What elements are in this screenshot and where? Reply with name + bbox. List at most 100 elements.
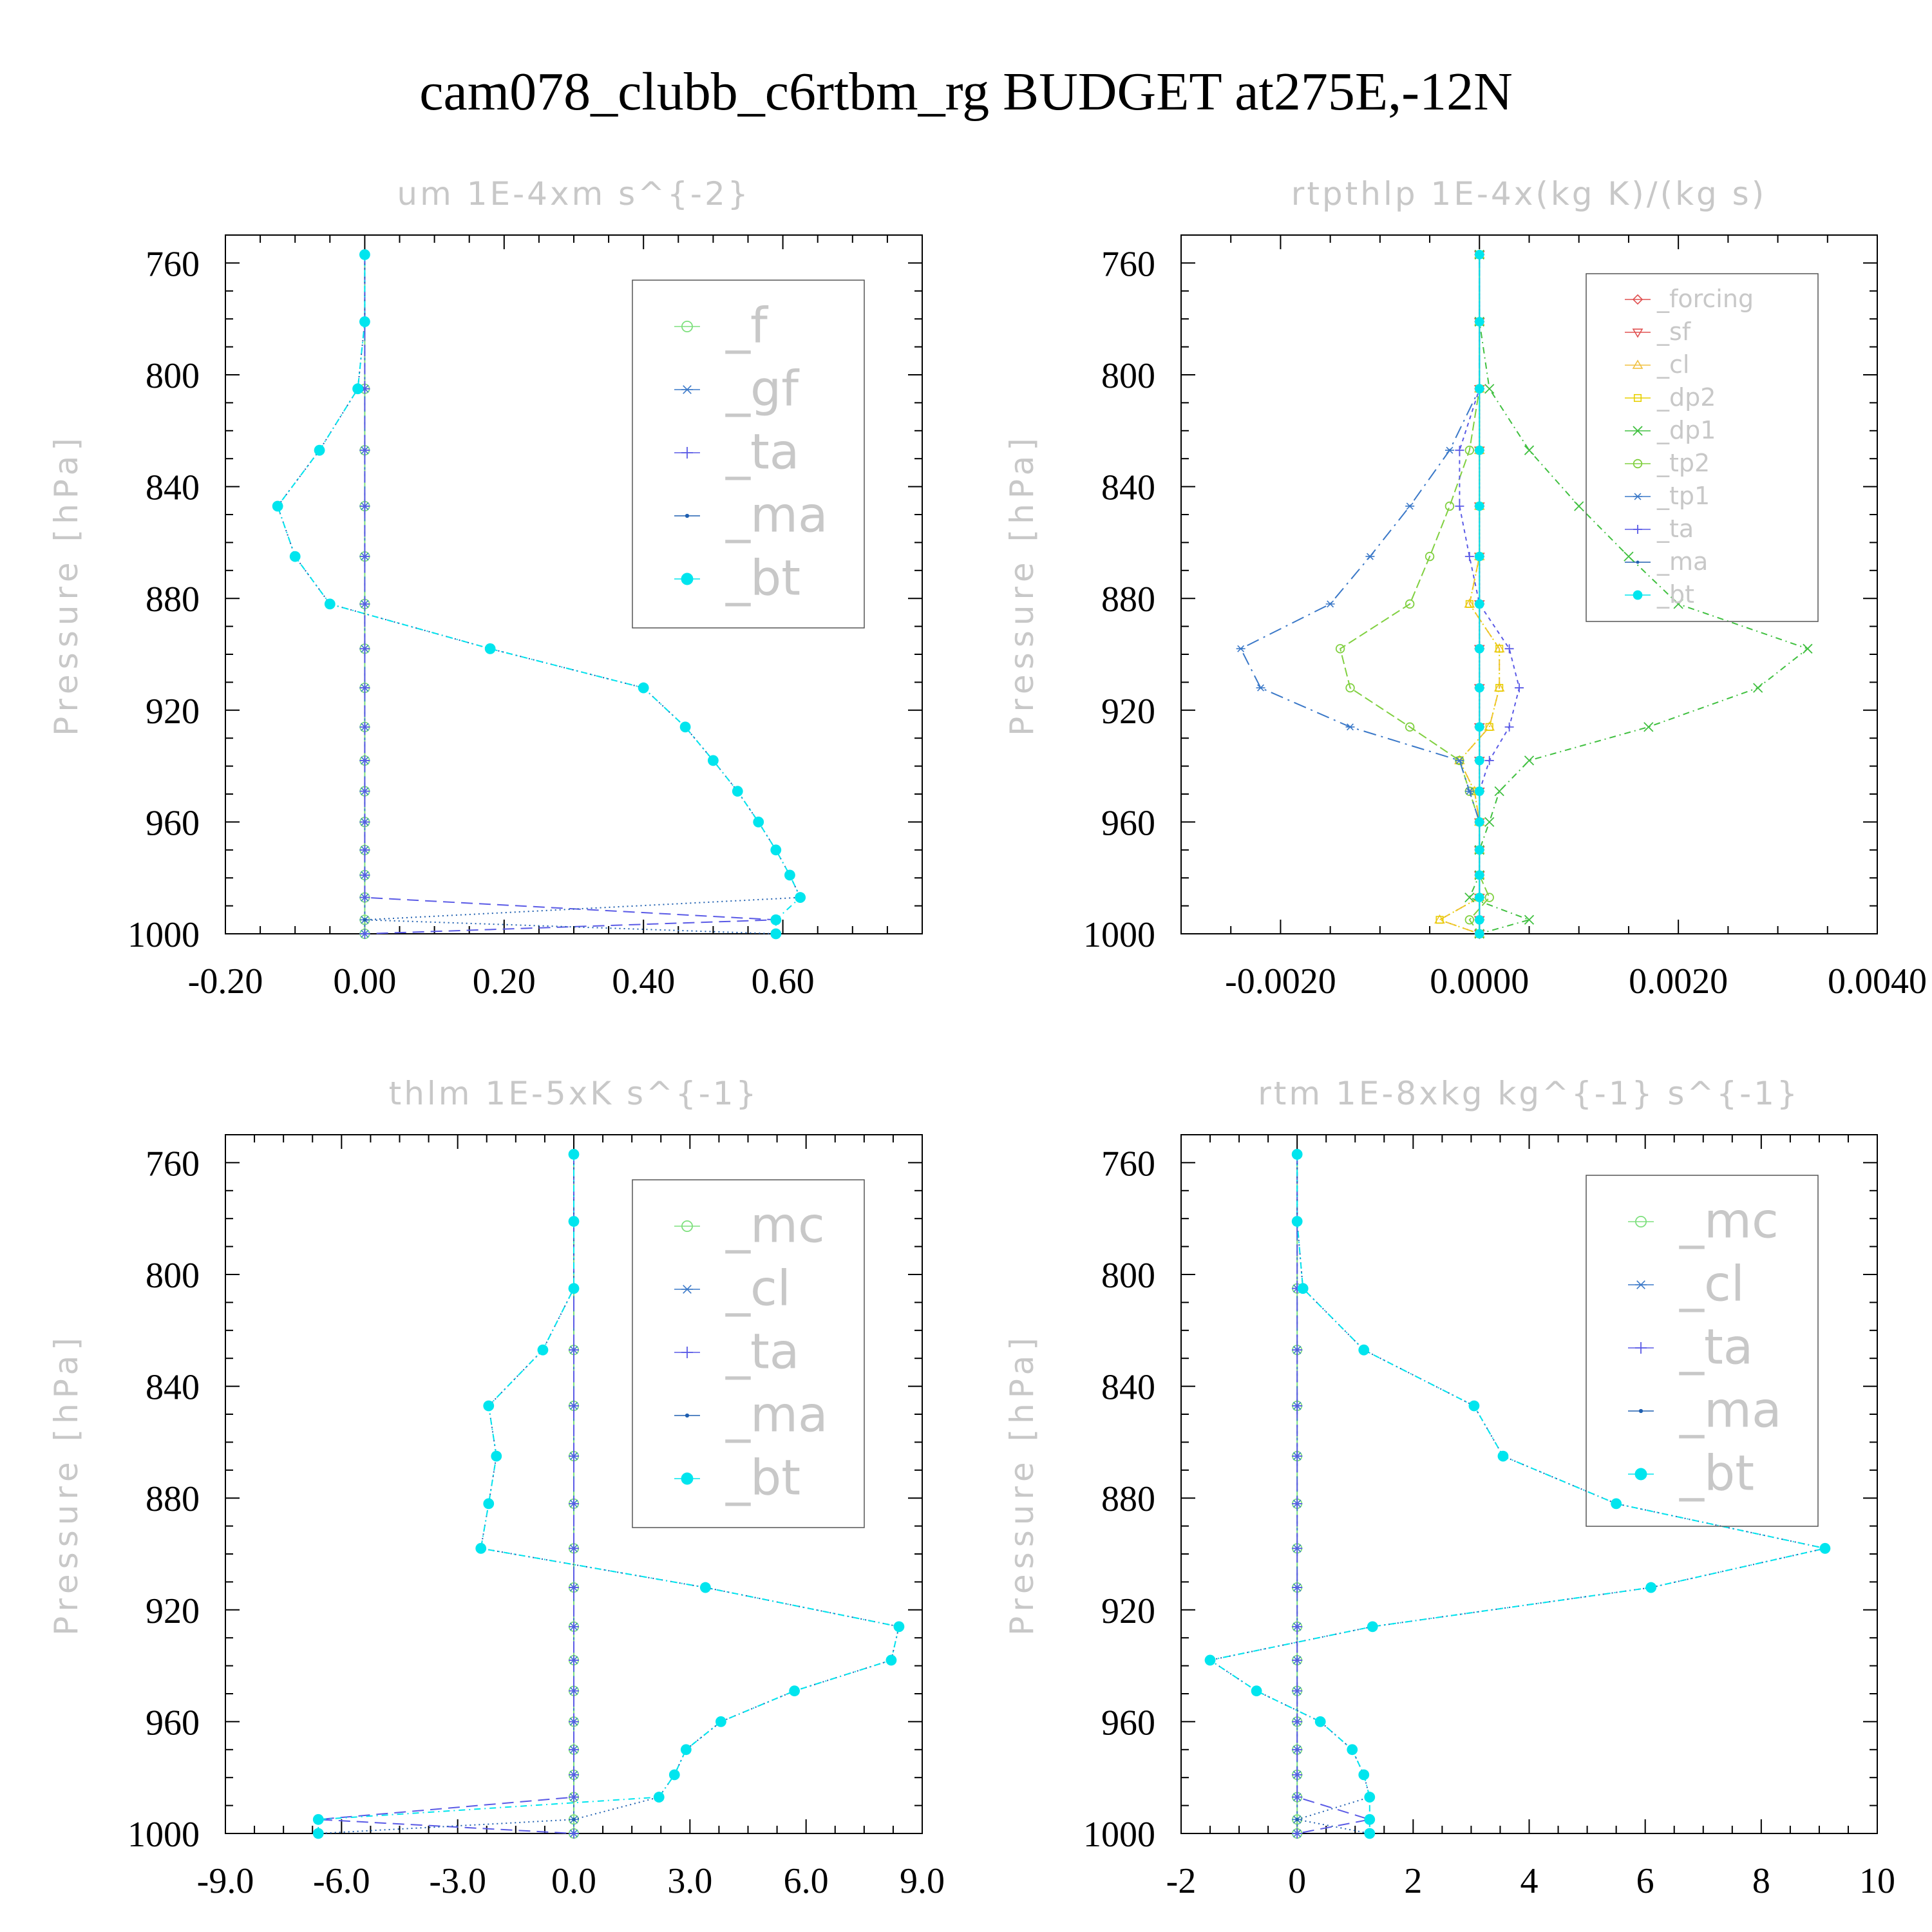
- series-line: [1459, 254, 1520, 934]
- y-tick-label: 1000: [128, 1815, 200, 1855]
- legend-label: _sf: [1656, 317, 1692, 346]
- data-point: [1485, 723, 1493, 731]
- x-tick-label: 0.40: [612, 961, 675, 1001]
- data-point: [753, 817, 764, 828]
- data-point: [668, 1769, 680, 1781]
- legend-marker: [681, 1220, 694, 1233]
- data-point: [312, 1828, 324, 1839]
- y-tick-label: 800: [146, 1256, 200, 1296]
- data-point: [886, 1654, 897, 1666]
- data-point: [1292, 1769, 1303, 1780]
- x-tick-label: 0.0000: [1430, 961, 1529, 1001]
- data-point: [1204, 1654, 1216, 1666]
- data-point: [314, 444, 325, 456]
- data-point: [359, 721, 370, 732]
- x-tick-label: 0.0: [551, 1861, 596, 1901]
- data-point: [1425, 551, 1435, 562]
- legend-marker: [1633, 493, 1642, 500]
- data-point: [569, 1654, 579, 1665]
- data-point: [569, 1451, 579, 1462]
- data-point: [289, 551, 301, 562]
- legend-label: _ta: [1656, 515, 1694, 543]
- data-point: [1819, 1542, 1831, 1554]
- data-point: [484, 643, 496, 654]
- data-point: [324, 598, 336, 610]
- legend-label: _cl: [1656, 350, 1689, 379]
- legend-marker: [681, 1347, 693, 1358]
- data-point: [1292, 1792, 1303, 1803]
- legend-label: _ma: [725, 486, 828, 543]
- x-tick-label: -9.0: [197, 1861, 254, 1901]
- data-point: [569, 1744, 579, 1755]
- data-point: [770, 844, 782, 856]
- data-point: [1292, 1744, 1303, 1755]
- data-point: [1495, 684, 1504, 692]
- x-tick-label: 0.20: [473, 961, 536, 1001]
- data-point: [1484, 893, 1494, 902]
- legend-marker: [1636, 560, 1640, 564]
- data-point: [359, 500, 370, 511]
- data-point: [1292, 1543, 1303, 1554]
- legend-label: _tp2: [1656, 449, 1710, 477]
- data-point: [1365, 553, 1375, 560]
- data-point: [1464, 788, 1474, 795]
- data-point: [1484, 384, 1495, 394]
- data-point: [1474, 870, 1484, 880]
- legend-label: _tp1: [1656, 482, 1710, 510]
- legend-label: _ma: [1656, 547, 1708, 576]
- legend-label: _bt: [1679, 1444, 1754, 1501]
- legend-marker: [1633, 590, 1643, 600]
- data-point: [1236, 645, 1245, 652]
- data-point: [1292, 1451, 1303, 1462]
- data-point: [359, 551, 370, 562]
- x-tick-label: 2: [1404, 1861, 1422, 1901]
- y-tick-label: 800: [146, 356, 200, 396]
- data-point: [679, 721, 691, 733]
- data-point: [680, 1744, 692, 1756]
- data-point: [352, 383, 363, 395]
- panel-title: um 1E-4xm s^{-2}: [397, 175, 750, 213]
- legend-marker: [1633, 426, 1643, 436]
- y-tick-label: 880: [1101, 580, 1155, 620]
- data-point: [1455, 446, 1464, 455]
- data-point: [272, 500, 283, 512]
- y-axis-label: Pressure [hPa]: [1003, 433, 1041, 736]
- data-point: [770, 928, 782, 940]
- data-point: [359, 316, 370, 327]
- data-point: [1325, 600, 1335, 608]
- data-point: [1484, 755, 1494, 765]
- data-point: [1645, 1582, 1657, 1593]
- y-tick-label: 960: [1101, 1703, 1155, 1743]
- series-line: [317, 1154, 900, 1833]
- y-tick-label: 840: [1101, 1368, 1155, 1408]
- y-tick-label: 880: [1101, 1479, 1155, 1519]
- panel-title: thlm 1E-5xK s^{-1}: [389, 1075, 759, 1112]
- data-point: [359, 755, 370, 766]
- legend-marker: [1632, 328, 1643, 338]
- data-point: [363, 918, 367, 922]
- legend-label: _bt: [725, 549, 800, 606]
- plot-frame: [1180, 1134, 1878, 1834]
- y-tick-label: 840: [146, 1368, 200, 1408]
- legend-marker: [1633, 393, 1642, 402]
- data-point: [359, 929, 370, 939]
- data-point: [1464, 892, 1475, 903]
- data-point: [1474, 722, 1484, 732]
- legend: _f_gf_ta _ma _bt: [632, 279, 865, 629]
- data-point: [1367, 1621, 1378, 1633]
- data-point: [1643, 722, 1654, 732]
- legend-box: [632, 1179, 865, 1528]
- legend-marker: [681, 573, 694, 585]
- legend: _mc _cl _ta _ma _bt: [1586, 1175, 1819, 1527]
- figure-title: cam078_clubb_c6rtbm_rg BUDGET at275E,-12…: [419, 62, 1513, 122]
- data-point: [569, 1498, 579, 1509]
- legend-marker: [1633, 459, 1643, 469]
- data-point: [1295, 1817, 1299, 1822]
- x-tick-label: 0.00: [333, 961, 396, 1001]
- data-point: [1364, 1828, 1376, 1839]
- data-point: [483, 1400, 495, 1412]
- panel-title: rtpthlp 1E-4x(kg K)/(kg s): [1291, 175, 1766, 213]
- data-point: [569, 1716, 579, 1727]
- y-tick-label: 1000: [128, 915, 200, 955]
